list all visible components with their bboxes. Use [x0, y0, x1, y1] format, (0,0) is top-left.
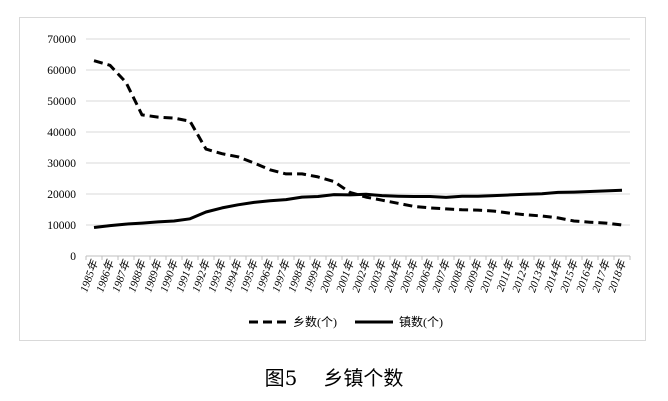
y-tick-label: 0: [70, 251, 76, 263]
figure-number: 图5: [264, 366, 298, 390]
series-line-xiang: [93, 59, 623, 227]
y-tick-label: 10000: [47, 220, 76, 232]
chart-frame: 0 10000 20000 30000 40000 50000 60000 70000 198…: [19, 17, 646, 341]
series-line-zhen: [93, 188, 623, 229]
gridlines: [86, 38, 630, 226]
y-tick-label: 30000: [47, 158, 76, 170]
figure-title: 乡镇个数: [323, 366, 404, 390]
figure-caption: 图5 乡镇个数: [0, 362, 668, 391]
legend: 乡数(个) 镇数(个): [249, 314, 443, 329]
legend-label: 乡数(个): [293, 314, 337, 329]
series-lines: [93, 59, 623, 229]
y-tick-label: 40000: [47, 127, 76, 139]
y-axis-tick-labels: 0 10000 20000 30000 40000 50000 60000 70000: [47, 34, 76, 263]
line-chart: 0 10000 20000 30000 40000 50000 60000 70000 198…: [47, 34, 631, 329]
legend-label: 镇数(个): [399, 314, 443, 329]
x-axis-ticks: [85, 256, 631, 260]
y-tick-label: 50000: [47, 96, 76, 108]
y-tick-label: 60000: [47, 65, 76, 77]
x-axis-tick-labels: 1985年1986年1987年1988年1989年1990年1991年1992年…: [77, 258, 629, 294]
y-tick-label: 70000: [47, 34, 76, 46]
y-tick-label: 20000: [47, 189, 76, 201]
